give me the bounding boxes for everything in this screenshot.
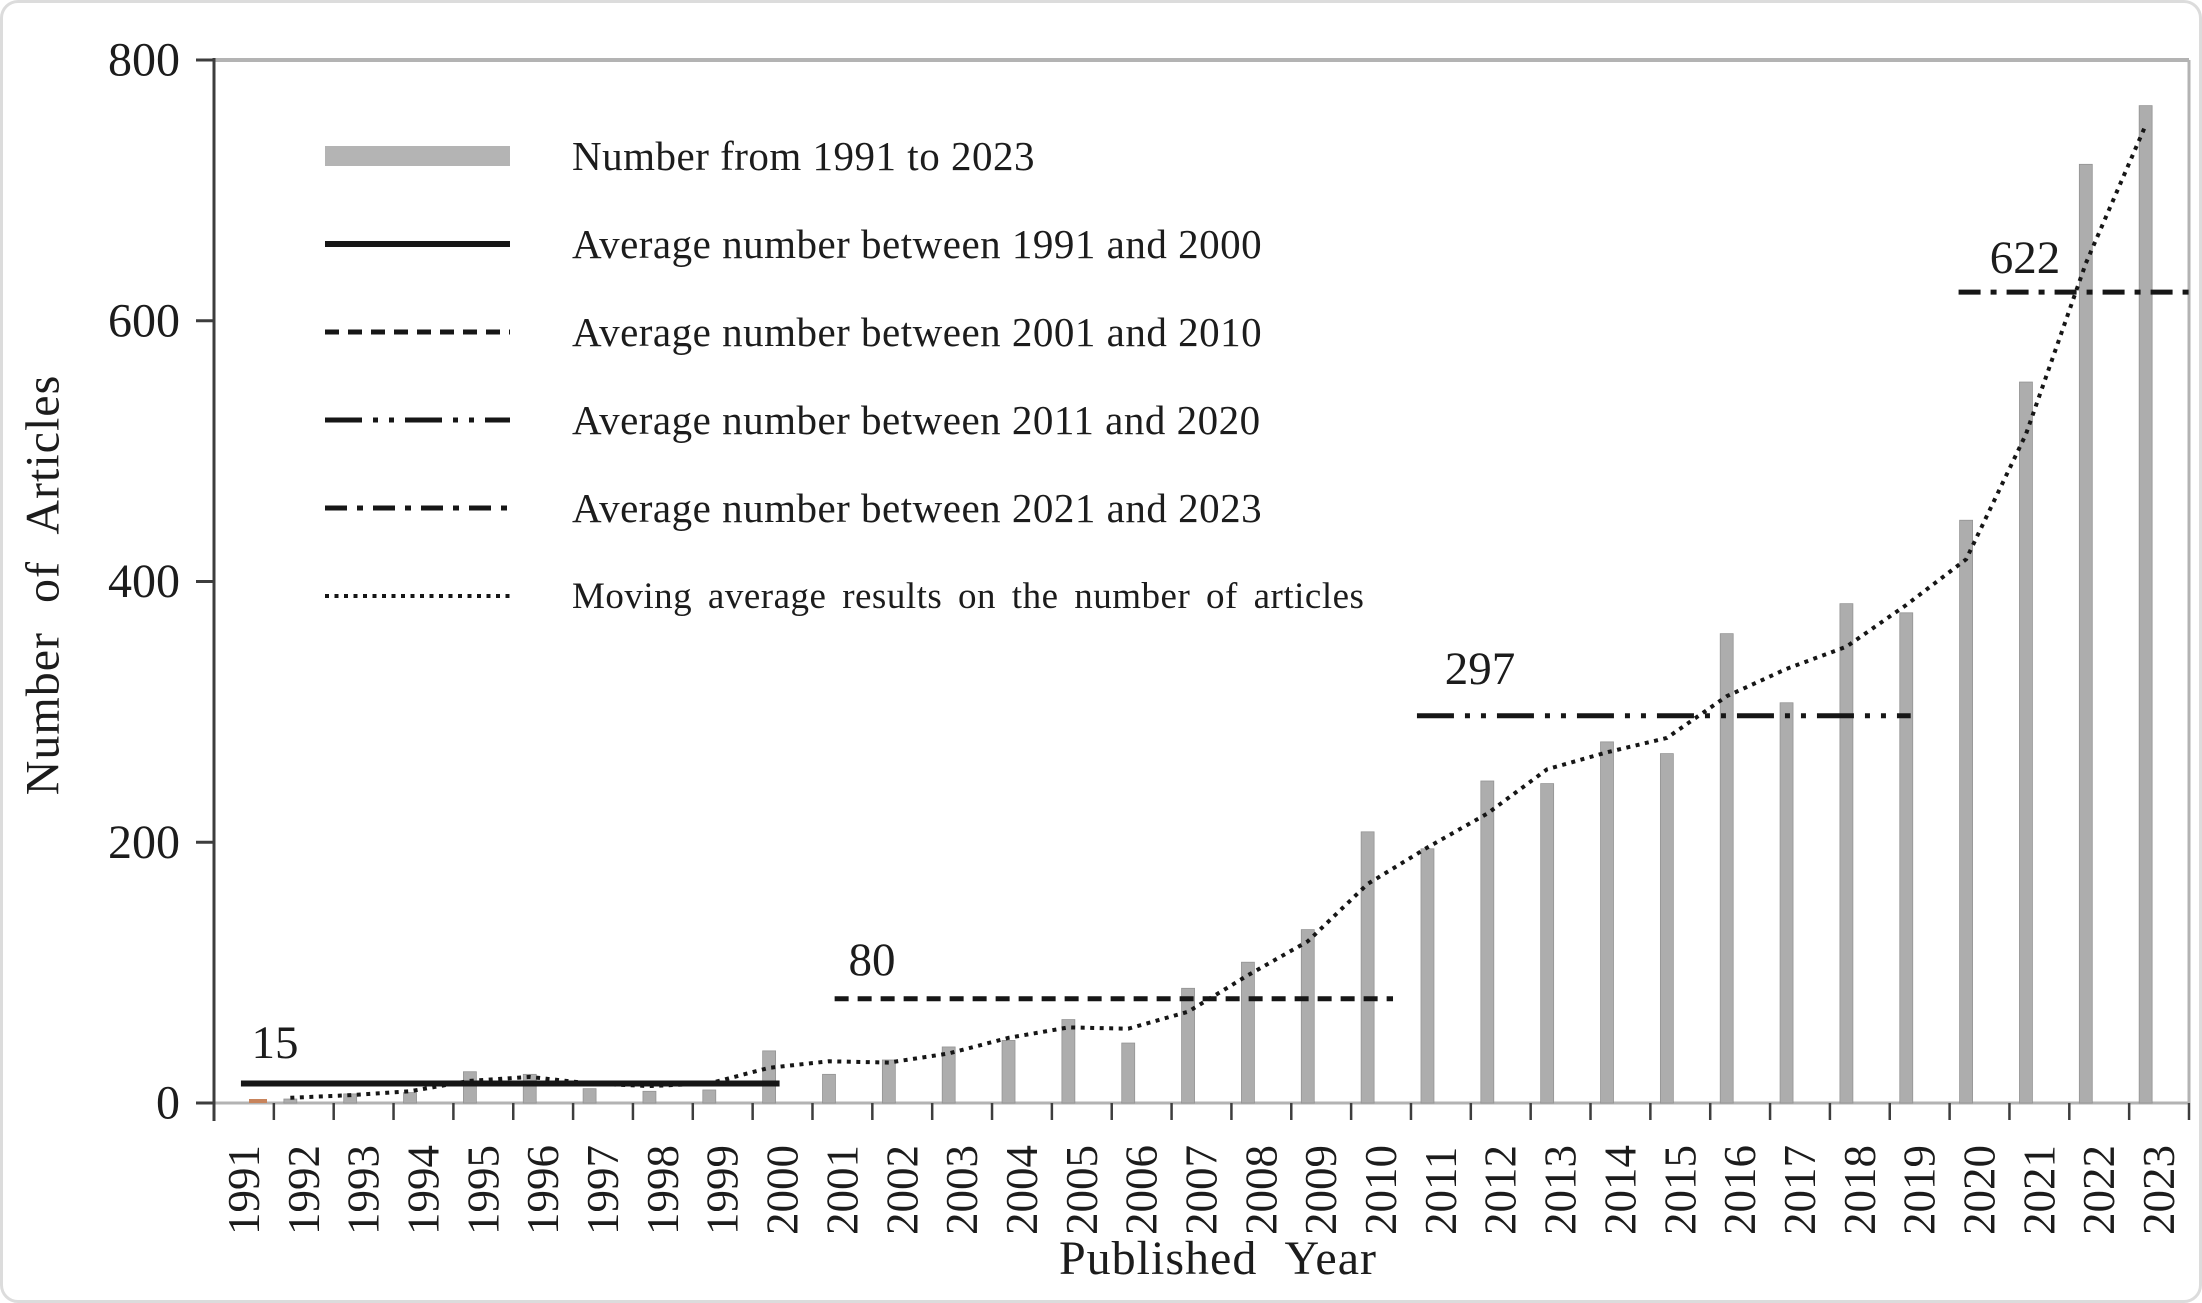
bar-2007 — [1181, 987, 1195, 1104]
x-tick-label-2008: 2008 — [1236, 1145, 1286, 1235]
x-tick-label-2006: 2006 — [1117, 1145, 1167, 1235]
bar-2018 — [1839, 603, 1854, 1104]
x-tick-label-1994: 1994 — [398, 1145, 448, 1235]
avg-value-label-622: 622 — [1990, 232, 2061, 284]
bar-2019 — [1899, 612, 1914, 1104]
bar-1997 — [582, 1088, 597, 1104]
x-tick-label-2015: 2015 — [1655, 1145, 1705, 1235]
y-tick-label-400: 400 — [108, 555, 180, 608]
y-tick-label-200: 200 — [108, 816, 180, 869]
bar-2003 — [941, 1046, 956, 1104]
bar-2002 — [881, 1059, 896, 1104]
legend-swatch-dotted-line-icon — [325, 594, 510, 598]
legend-swatch-dashed-line-icon — [325, 329, 510, 335]
bar-2017 — [1779, 702, 1794, 1104]
x-tick-label-2022: 2022 — [2074, 1145, 2124, 1235]
moving-average-line — [290, 124, 2148, 1100]
avg-value-label-297: 297 — [1445, 643, 1516, 695]
bar-2010 — [1360, 831, 1375, 1104]
legend-item-bar: Number from 1991 to 2023 — [325, 112, 1364, 200]
x-tick-label-2009: 2009 — [1296, 1145, 1346, 1235]
x-tick-label-1995: 1995 — [458, 1145, 508, 1235]
bar-2005 — [1061, 1019, 1076, 1104]
bar-2021 — [2019, 381, 2033, 1104]
bar-1995 — [463, 1071, 477, 1104]
x-tick-label-2013: 2013 — [1536, 1145, 1586, 1235]
legend-item-dashed: Average number between 2001 and 2010 — [325, 288, 1364, 376]
x-tick-label-2020: 2020 — [1955, 1145, 2005, 1235]
bar-1991 — [249, 1099, 267, 1103]
legend-label: Average number between 2001 and 2010 — [572, 309, 1263, 355]
x-axis-title: Published Year — [1058, 1232, 1378, 1285]
bar-2008 — [1241, 961, 1255, 1104]
x-tick-label-1997: 1997 — [578, 1145, 628, 1235]
x-tick-label-2019: 2019 — [1895, 1145, 1945, 1235]
bar-2001 — [822, 1073, 836, 1104]
bar-2009 — [1300, 929, 1315, 1104]
x-tick-label-1996: 1996 — [518, 1145, 568, 1235]
bar-2006 — [1121, 1042, 1136, 1104]
x-tick-label-2018: 2018 — [1835, 1145, 1885, 1235]
legend-swatch-dashdotdot-line-icon — [325, 417, 510, 423]
x-tick-label-2000: 2000 — [758, 1145, 808, 1235]
legend-item-dashdotdot: Average number between 2011 and 2020 — [325, 376, 1364, 464]
bar-1998 — [642, 1090, 657, 1104]
y-tick-label-600: 600 — [108, 294, 180, 347]
x-tick-label-1991: 1991 — [219, 1145, 269, 1235]
x-tick-label-1998: 1998 — [638, 1145, 688, 1235]
y-tick-label-0: 0 — [156, 1077, 180, 1130]
x-tick-label-2007: 2007 — [1177, 1145, 1227, 1235]
bar-2016 — [1719, 633, 1734, 1104]
x-tick-label-1992: 1992 — [279, 1145, 329, 1235]
legend-label: Average number between 2011 and 2020 — [572, 397, 1261, 443]
x-tick-label-2004: 2004 — [997, 1145, 1047, 1235]
bar-2022 — [2078, 163, 2093, 1104]
bar-2014 — [1600, 741, 1614, 1104]
x-tick-label-1993: 1993 — [339, 1145, 389, 1235]
x-tick-label-2010: 2010 — [1356, 1145, 1406, 1235]
legend-label: Moving average results on the number of … — [572, 575, 1365, 617]
bar-2011 — [1420, 848, 1435, 1104]
avg-value-label-80: 80 — [849, 934, 896, 986]
chart-legend: Number from 1991 to 2023 Average number b… — [325, 112, 1364, 640]
avg-value-label-15: 15 — [252, 1017, 299, 1069]
bar-2000 — [762, 1050, 777, 1104]
x-tick-label-2016: 2016 — [1715, 1145, 1765, 1235]
bar-2015 — [1659, 753, 1674, 1104]
x-tick-label-1999: 1999 — [698, 1145, 748, 1235]
x-tick-label-2021: 2021 — [2014, 1145, 2064, 1235]
bar-2023 — [2138, 105, 2153, 1104]
x-tick-label-2012: 2012 — [1476, 1145, 1526, 1235]
bar-1999 — [702, 1089, 717, 1104]
y-tick-label-800: 800 — [108, 34, 180, 87]
legend-label: Number from 1991 to 2023 — [572, 133, 1035, 179]
legend-label: Average number between 1991 and 2000 — [572, 221, 1263, 267]
bar-2020 — [1959, 519, 1973, 1104]
bar-2013 — [1540, 783, 1555, 1104]
legend-swatch-bar-icon — [325, 146, 510, 166]
x-tick-label-2017: 2017 — [1775, 1145, 1825, 1235]
x-tick-label-2011: 2011 — [1416, 1147, 1466, 1235]
legend-swatch-dashdot-line-icon — [325, 505, 510, 511]
bar-1992 — [283, 1098, 298, 1104]
x-tick-label-2014: 2014 — [1595, 1145, 1645, 1235]
legend-item-dotted: Moving average results on the number of … — [325, 552, 1364, 640]
legend-item-dashdot: Average number between 2021 and 2023 — [325, 464, 1364, 552]
x-tick-label-2002: 2002 — [877, 1145, 927, 1235]
legend-swatch-solid-line-icon — [325, 241, 510, 247]
bar-2004 — [1001, 1040, 1016, 1104]
bar-2012 — [1480, 780, 1495, 1104]
y-axis-title: Number of Articles — [16, 374, 70, 796]
x-tick-label-2023: 2023 — [2134, 1145, 2184, 1235]
bar-1994 — [403, 1092, 417, 1104]
legend-item-solid: Average number between 1991 and 2000 — [325, 200, 1364, 288]
x-tick-label-2005: 2005 — [1057, 1145, 1107, 1235]
x-tick-label-2001: 2001 — [817, 1145, 867, 1235]
x-tick-label-2003: 2003 — [937, 1145, 987, 1235]
legend-label: Average number between 2021 and 2023 — [572, 485, 1263, 531]
